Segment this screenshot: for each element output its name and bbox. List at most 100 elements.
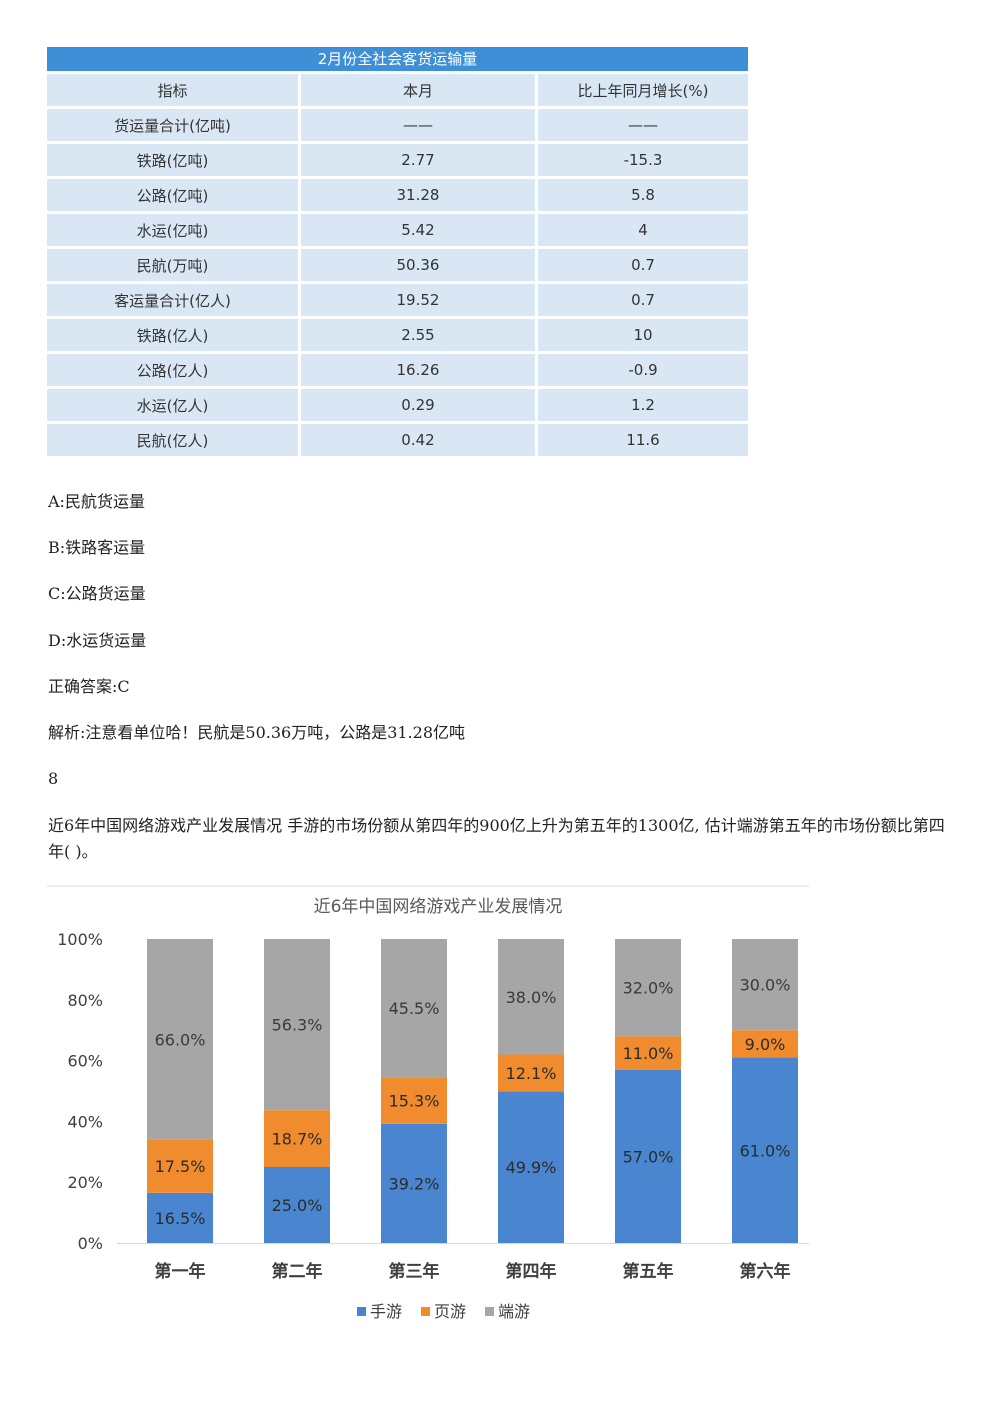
table-cell: 0.7 — [538, 284, 748, 316]
chart-svg: 近6年中国网络游戏产业发展情况 0% 20% 40% 60% 80% 100% 16.5% 17… — [47, 885, 809, 1321]
table-cell: 10 — [538, 319, 748, 351]
table-row: 铁路(亿人) 2.55 10 — [47, 319, 748, 351]
table-cell: 水运(亿人) — [47, 389, 298, 421]
data-label: 18.7% — [272, 1130, 323, 1149]
bar-segment — [147, 939, 213, 1140]
question-number: 8 — [48, 769, 59, 788]
table-cell: 铁路(亿吨) — [47, 144, 298, 176]
table-cell: 0.42 — [301, 424, 535, 456]
option-a: A:民航货运量 — [48, 492, 145, 511]
bar-segment — [732, 1057, 798, 1243]
legend-label: 手游 — [370, 1302, 402, 1321]
table-cell: 2.55 — [301, 319, 535, 351]
option-d: D:水运货运量 — [48, 631, 147, 650]
table-cell: 16.26 — [301, 354, 535, 386]
data-label: 17.5% — [155, 1157, 206, 1176]
table-cell: 5.42 — [301, 214, 535, 246]
table-cell: 11.6 — [538, 424, 748, 456]
category-label: 第四年 — [506, 1261, 557, 1282]
table-cell: -15.3 — [538, 144, 748, 176]
bar-segment — [381, 1123, 447, 1243]
y-tick-label: 40% — [67, 1112, 103, 1131]
correct-answer: 正确答案:C — [48, 677, 130, 696]
y-tick-label: 100% — [57, 930, 103, 949]
table-row: 铁路(亿吨) 2.77 -15.3 — [47, 144, 748, 176]
table-cell: 0.7 — [538, 249, 748, 281]
data-table: 指标 本月 比上年同月增长(%) 货运量合计(亿吨) —— —— 铁路(亿吨) 2.77… — [47, 71, 748, 459]
chart-title: 近6年中国网络游戏产业发展情况 — [314, 897, 563, 917]
data-label: 15.3% — [389, 1092, 440, 1111]
table-cell: 铁路(亿人) — [47, 319, 298, 351]
data-label: 45.5% — [389, 999, 440, 1018]
column-header: 指标 — [47, 74, 298, 106]
data-label: 66.0% — [155, 1030, 206, 1049]
legend-label: 页游 — [434, 1302, 466, 1321]
table-row: 货运量合计(亿吨) —— —— — [47, 109, 748, 141]
bar-segment — [615, 1036, 681, 1070]
bar-segment — [732, 1030, 798, 1058]
table-row: 客运量合计(亿人) 19.52 0.7 — [47, 284, 748, 316]
data-label: 38.0% — [506, 988, 557, 1007]
transport-table: 2月份全社会客货运输量 指标 本月 比上年同月增长(%) 货运量合计(亿吨) ——… — [47, 47, 748, 459]
category-label: 第五年 — [623, 1261, 674, 1282]
table-cell: 50.36 — [301, 249, 535, 281]
table-cell: 2.77 — [301, 144, 535, 176]
explanation: 解析:注意看单位哈！民航是50.36万吨，公路是31.28亿吨 — [48, 723, 466, 742]
table-cell: 5.8 — [538, 179, 748, 211]
category-label: 第二年 — [272, 1261, 323, 1282]
data-label: 12.1% — [506, 1064, 557, 1083]
y-tick-label: 0% — [78, 1234, 103, 1253]
data-label: 9.0% — [745, 1035, 786, 1054]
category-label: 第六年 — [740, 1261, 791, 1282]
bar-segment — [498, 1091, 564, 1243]
table-row: 水运(亿吨) 5.42 4 — [47, 214, 748, 246]
table-cell: 客运量合计(亿人) — [47, 284, 298, 316]
table-cell: 0.29 — [301, 389, 535, 421]
table-cell: 民航(万吨) — [47, 249, 298, 281]
table-row: 公路(亿人) 16.26 -0.9 — [47, 354, 748, 386]
y-tick-label: 80% — [67, 991, 103, 1010]
bar-segment — [147, 1192, 213, 1243]
data-label: 61.0% — [740, 1141, 791, 1160]
category-label: 第三年 — [389, 1261, 440, 1282]
bar-segment — [615, 1069, 681, 1243]
table-header-row: 指标 本月 比上年同月增长(%) — [47, 74, 748, 106]
bar-segment — [264, 939, 330, 1111]
legend-label: 端游 — [498, 1302, 530, 1321]
bar-segment — [147, 1139, 213, 1193]
bar-segment — [615, 939, 681, 1037]
data-label: 11.0% — [623, 1044, 674, 1063]
column-header: 比上年同月增长(%) — [538, 74, 748, 106]
legend-swatch — [357, 1307, 366, 1316]
table-row: 民航(亿人) 0.42 11.6 — [47, 424, 748, 456]
y-tick-label: 60% — [67, 1052, 103, 1071]
table-cell: 1.2 — [538, 389, 748, 421]
table-cell: 民航(亿人) — [47, 424, 298, 456]
table-cell: 水运(亿吨) — [47, 214, 298, 246]
table-cell: —— — [538, 109, 748, 141]
data-label: 39.2% — [389, 1174, 440, 1193]
data-label: 49.9% — [506, 1158, 557, 1177]
table-cell: -0.9 — [538, 354, 748, 386]
data-label: 56.3% — [272, 1016, 323, 1035]
data-label: 30.0% — [740, 976, 791, 995]
data-label: 57.0% — [623, 1147, 674, 1166]
bar-segment — [498, 1054, 564, 1092]
bar-segment — [264, 1167, 330, 1243]
table-cell: 19.52 — [301, 284, 535, 316]
y-tick-label: 20% — [67, 1173, 103, 1192]
table-row: 民航(万吨) 50.36 0.7 — [47, 249, 748, 281]
table-cell: 公路(亿人) — [47, 354, 298, 386]
bar-segment — [381, 939, 447, 1078]
bar-segment — [732, 939, 798, 1031]
data-label: 16.5% — [155, 1209, 206, 1228]
option-c: C:公路货运量 — [48, 584, 146, 603]
table-cell: —— — [301, 109, 535, 141]
data-label: 32.0% — [623, 979, 674, 998]
option-b: B:铁路客运量 — [48, 538, 146, 557]
data-label: 25.0% — [272, 1196, 323, 1215]
column-header: 本月 — [301, 74, 535, 106]
table-cell: 货运量合计(亿吨) — [47, 109, 298, 141]
bar-segment — [381, 1077, 447, 1124]
table-cell: 31.28 — [301, 179, 535, 211]
